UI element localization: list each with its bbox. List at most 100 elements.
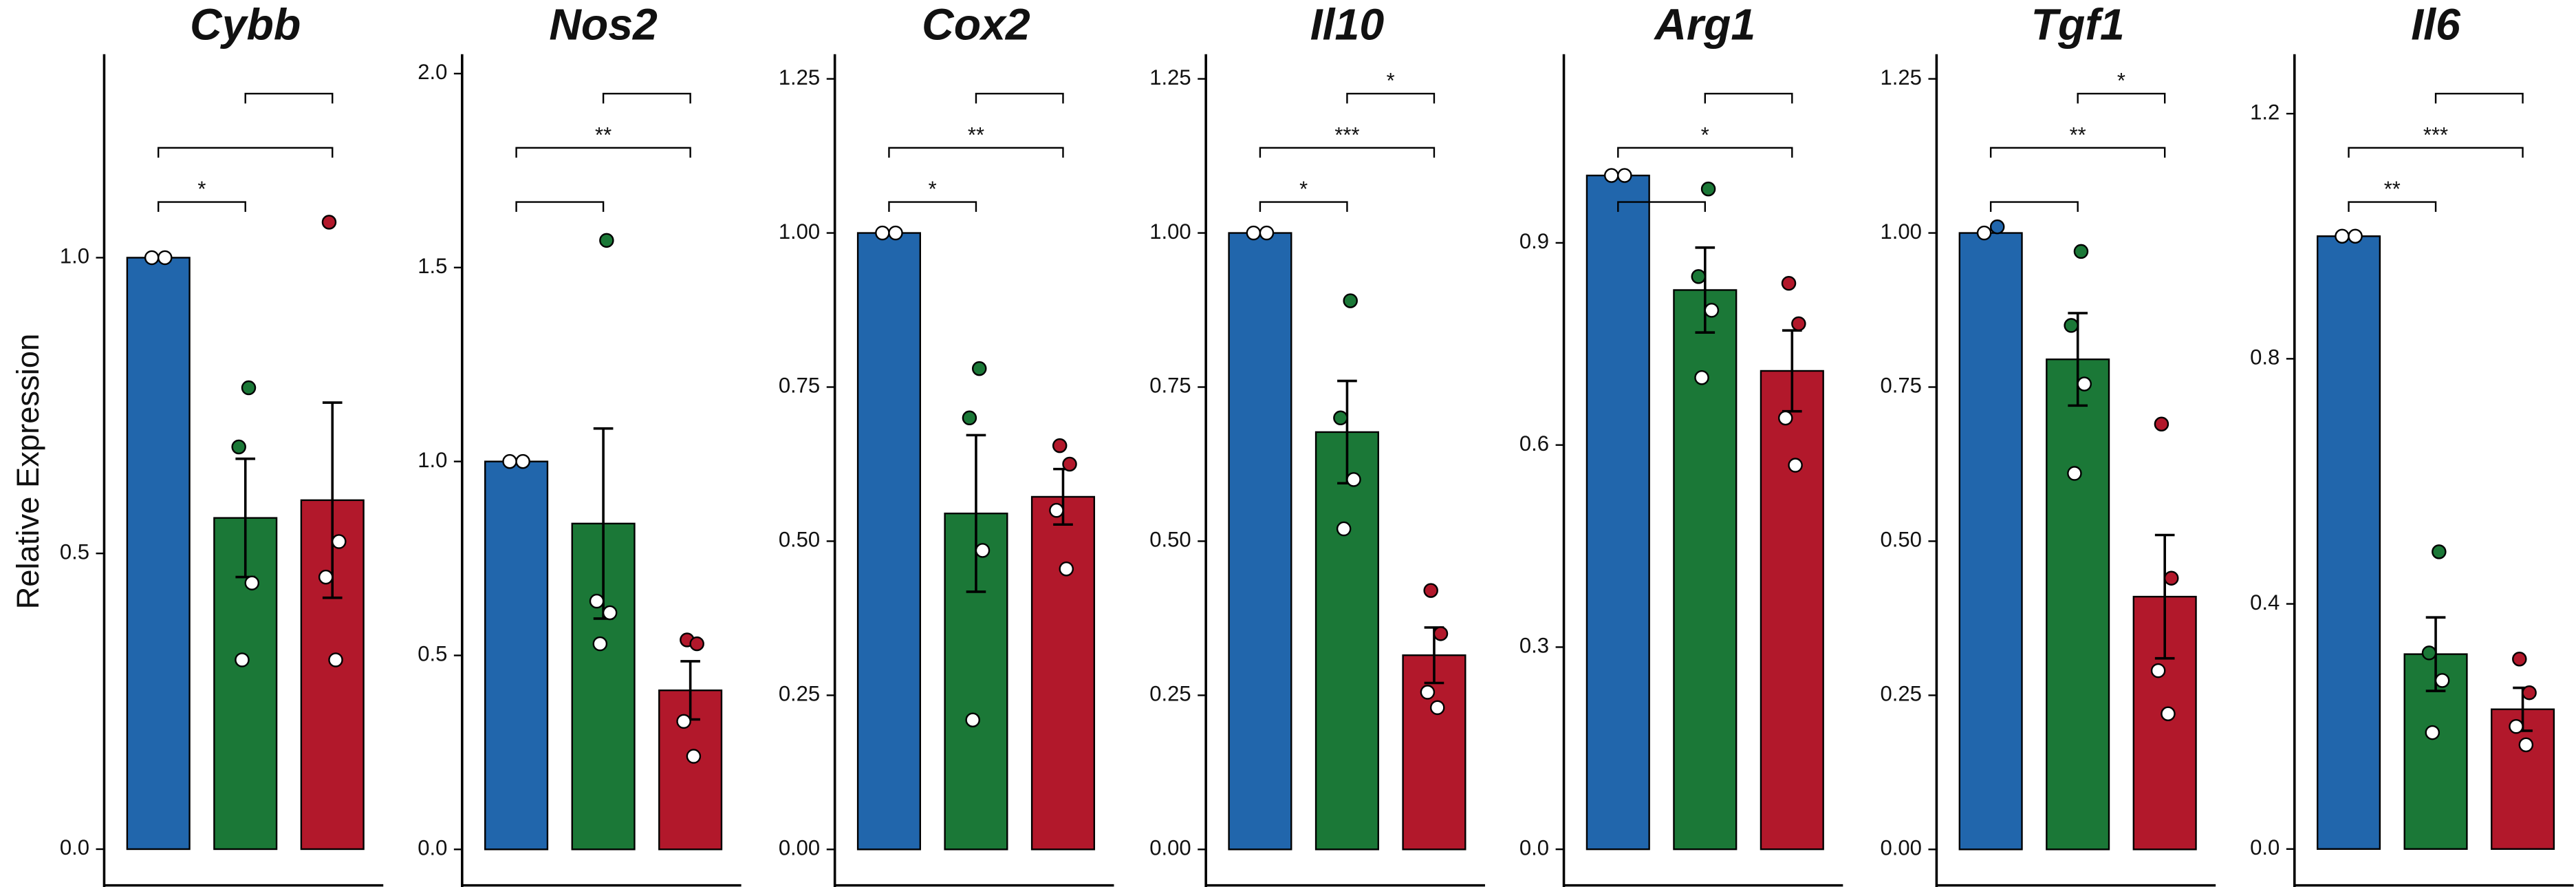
significance-bracket [1704, 92, 1793, 104]
significance-bracket [1259, 201, 1348, 212]
data-point [2335, 228, 2350, 244]
significance-label: * [929, 177, 937, 201]
bar [1958, 232, 2023, 851]
significance-bracket [1617, 201, 1707, 212]
data-point [1049, 502, 1064, 518]
data-point [502, 453, 517, 469]
y-tick-label: 0.6 [1519, 431, 1549, 456]
significance-bracket [2434, 92, 2524, 104]
bar [126, 257, 191, 851]
significance-bracket [602, 92, 691, 104]
data-point [1333, 410, 1348, 426]
panel-title: Il10 [1310, 0, 1385, 50]
data-point [965, 712, 980, 727]
significance-label: * [1701, 122, 1709, 147]
y-tick-label: 2.0 [418, 60, 447, 84]
y-tick-label: 0.9 [1519, 229, 1549, 253]
y-tick-label: 0.00 [1881, 836, 1922, 860]
data-point [686, 749, 702, 764]
y-tick-label: 0.25 [1881, 682, 1922, 706]
data-point [2425, 725, 2440, 740]
data-point [1604, 168, 1619, 183]
data-point [1343, 293, 1358, 308]
panel-title: Cox2 [922, 0, 1030, 50]
y-tick-label: 0.00 [779, 836, 820, 860]
significance-label: *** [2423, 122, 2448, 147]
data-point [599, 233, 614, 248]
panel-title: Cybb [190, 0, 301, 50]
data-point [1246, 225, 1262, 241]
y-tick-label: 0.0 [2250, 835, 2280, 859]
data-point [589, 593, 605, 609]
significance-bracket [888, 147, 1064, 158]
y-tick-label: 0.5 [60, 539, 89, 564]
significance-bracket [888, 201, 977, 212]
data-point [2163, 570, 2179, 586]
significance-label: ** [2070, 122, 2086, 147]
significance-bracket [2077, 92, 2166, 104]
y-tick-label: 0.50 [1881, 528, 1922, 552]
data-point [962, 410, 977, 426]
data-point [1052, 438, 1068, 453]
data-point [1420, 685, 1436, 700]
y-tick-label: 1.0 [60, 244, 89, 268]
significance-bracket [158, 147, 334, 158]
y-tick-label: 0.0 [60, 835, 89, 859]
significance-bracket [1617, 147, 1793, 158]
significance-bracket [515, 147, 691, 158]
significance-bracket [2348, 147, 2524, 158]
data-point [1429, 700, 1445, 716]
bar [2316, 235, 2381, 850]
data-point [2150, 663, 2166, 678]
significance-bracket [244, 92, 334, 104]
panel-title: Tgf1 [2031, 0, 2125, 50]
data-point [1059, 562, 1074, 577]
data-point [2161, 706, 2176, 722]
y-tick-label: 0.3 [1519, 634, 1549, 658]
significance-label: * [1299, 177, 1308, 201]
y-tick-label: 1.5 [418, 254, 447, 278]
bar [1314, 431, 1379, 851]
significance-bracket [515, 201, 605, 212]
data-point [2348, 228, 2363, 244]
data-point [888, 225, 903, 241]
panel-title: Il6 [2411, 0, 2461, 50]
data-point [2432, 544, 2447, 559]
bar [1402, 654, 1466, 851]
y-tick-label: 0.8 [2250, 345, 2280, 370]
data-point [1778, 410, 1793, 426]
data-point [1781, 275, 1797, 291]
data-point [971, 361, 987, 376]
y-tick-label: 0.0 [1519, 835, 1549, 859]
data-point [1989, 219, 2005, 235]
data-point [1788, 458, 1803, 473]
significance-label: * [197, 177, 206, 201]
significance-bracket [1259, 147, 1436, 158]
data-point [2067, 466, 2082, 481]
significance-label: * [2117, 69, 2125, 93]
y-tick-label: 0.75 [1881, 374, 1922, 398]
y-tick-label: 1.00 [1881, 220, 1922, 244]
data-point [2512, 651, 2527, 667]
data-point [2154, 416, 2169, 431]
y-tick-label: 1.25 [1881, 65, 1922, 89]
y-tick-label: 0.50 [1149, 528, 1191, 552]
bar [484, 460, 549, 851]
bar [1585, 174, 1650, 851]
data-point [515, 453, 530, 469]
y-tick-label: 0.5 [418, 642, 447, 666]
data-point [2073, 244, 2089, 259]
data-point [1791, 316, 1806, 332]
bar [1228, 232, 1292, 851]
y-tick-label: 1.25 [779, 65, 820, 89]
y-tick-label: 0.75 [1149, 374, 1191, 398]
y-tick-label: 0.75 [779, 374, 820, 398]
data-point [602, 605, 618, 621]
data-point [318, 569, 334, 585]
bar [1760, 370, 1824, 851]
y-tick-label: 1.00 [1149, 220, 1191, 244]
data-point [241, 380, 257, 396]
data-point [1062, 456, 1077, 472]
significance-bracket [975, 92, 1064, 104]
data-point [1704, 303, 1720, 318]
